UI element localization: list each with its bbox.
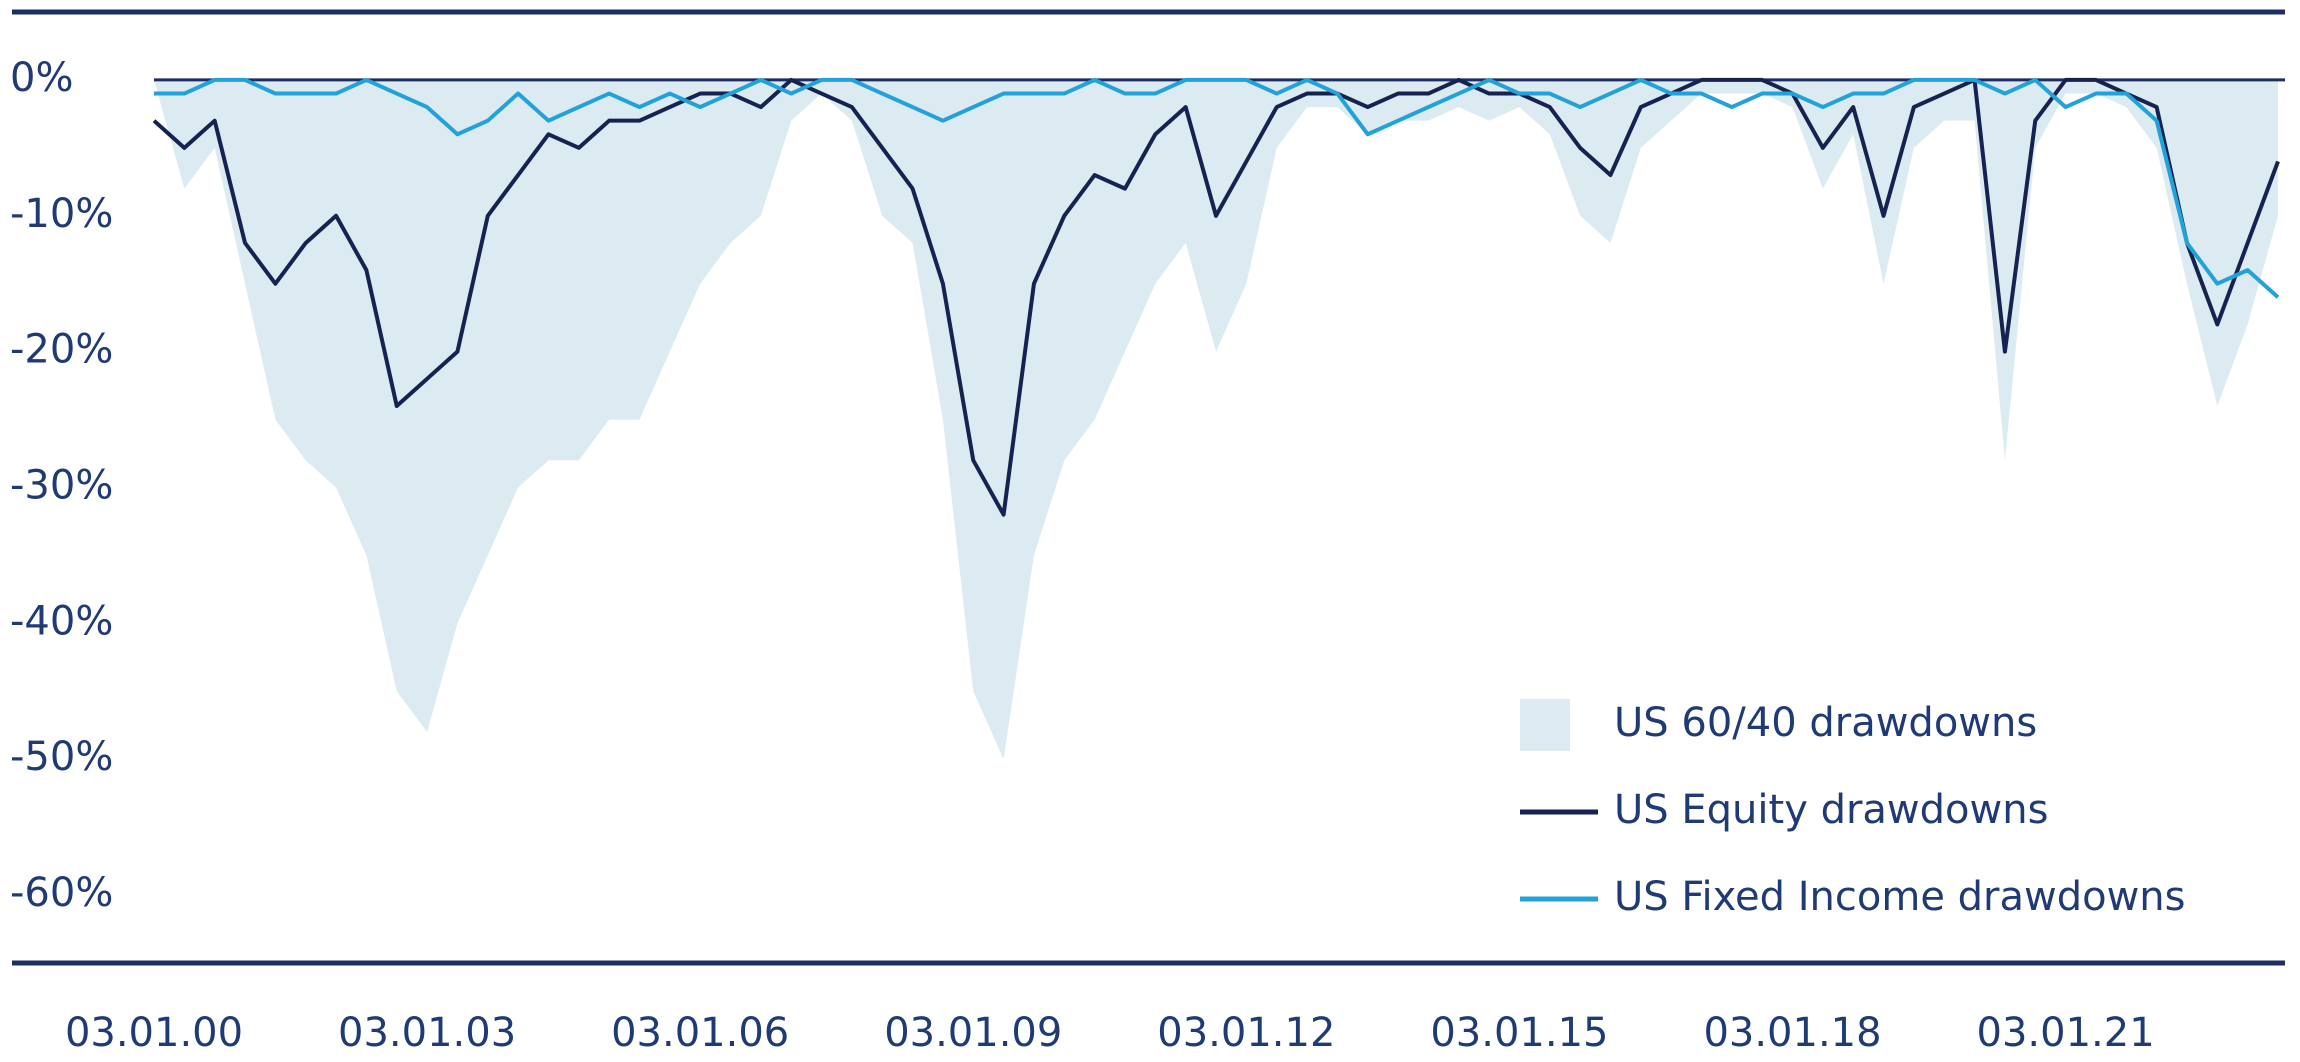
y-tick-label: 0%	[10, 55, 73, 101]
x-tick-label: 03.01.09	[884, 1010, 1062, 1056]
legend-label: US Equity drawdowns	[1614, 787, 2048, 833]
y-tick-label: -10%	[10, 191, 113, 237]
x-tick-label: 03.01.15	[1430, 1010, 1608, 1056]
x-tick-label: 03.01.12	[1157, 1010, 1335, 1056]
legend-swatch	[1520, 699, 1570, 751]
area	[154, 79, 2278, 760]
y-tick-label: -30%	[10, 463, 113, 509]
x-tick-label: 03.01.21	[1977, 1010, 2155, 1056]
line	[154, 77, 2280, 299]
x-tick-label: 03.01.18	[1703, 1010, 1881, 1056]
x-tick-label: 03.01.06	[611, 1010, 789, 1056]
y-tick-label: -40%	[10, 598, 113, 644]
legend-label: US 60/40 drawdowns	[1614, 700, 2037, 746]
x-tick-label: 03.01.00	[65, 1010, 243, 1056]
y-tick-label: -20%	[10, 327, 113, 373]
legend-label: US Fixed Income drawdowns	[1614, 874, 2185, 920]
y-tick-label: -50%	[10, 734, 113, 780]
y-tick-label: -60%	[10, 870, 113, 916]
line	[152, 77, 2280, 517]
x-tick-label: 03.01.03	[338, 1010, 516, 1056]
